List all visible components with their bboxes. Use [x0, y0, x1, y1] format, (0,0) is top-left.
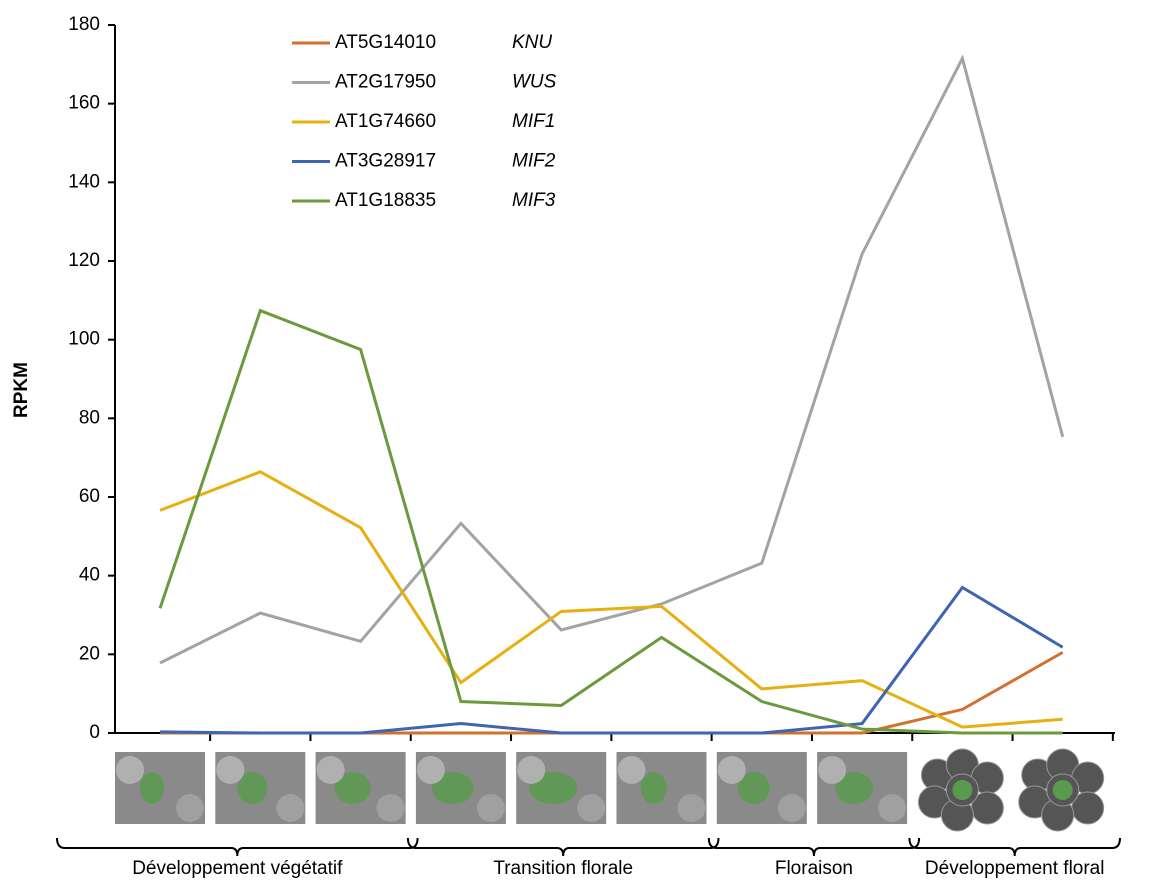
group-label: Transition florale	[493, 858, 633, 879]
y-tick-label: 20	[79, 643, 100, 664]
thumbnail	[516, 752, 607, 824]
thumbnail	[716, 752, 807, 824]
legend-gene: WUS	[512, 72, 557, 93]
y-tick-label: 180	[68, 14, 100, 35]
legend-gene: MIF2	[512, 151, 556, 172]
thumbnail-blob	[952, 780, 973, 800]
group-bracket	[406, 837, 720, 857]
legend-label: AT3G28917	[335, 151, 436, 172]
y-tick-label: 140	[68, 171, 100, 192]
series-line	[159, 54, 1065, 665]
y-tick-label: 160	[68, 93, 100, 114]
thumbnail-cell	[116, 756, 144, 784]
series-line	[159, 585, 1064, 735]
thumbnail-cell	[216, 756, 245, 784]
thumbnail-blob	[640, 772, 667, 804]
thumbnail-cell	[176, 794, 204, 822]
thumbnail-cell	[276, 794, 305, 822]
thumbnail-cell	[376, 794, 405, 822]
thumbnail	[215, 752, 306, 824]
thumbnail-cell	[416, 756, 445, 784]
legend-gene: MIF3	[512, 190, 556, 211]
thumbnail-cell	[717, 756, 746, 784]
thumbnail-cell	[818, 756, 847, 784]
thumbnail-blob	[334, 772, 371, 804]
thumbnail-cell	[316, 756, 345, 784]
y-tick-label: 40	[79, 565, 100, 586]
group-label: Développement floral	[925, 858, 1105, 879]
thumbnail-cell	[617, 756, 646, 784]
thumbnail-blob	[529, 772, 578, 804]
y-tick-label: 0	[89, 722, 100, 743]
thumbnail-blob	[835, 772, 874, 804]
thumbnail	[917, 748, 1004, 832]
thumbnail-cell	[777, 794, 806, 822]
legend-gene: KNU	[512, 32, 552, 53]
legend-label: AT1G74660	[335, 111, 436, 132]
thumbnail	[115, 752, 205, 824]
group-bracket	[707, 837, 921, 857]
thumbnail-blob	[1052, 780, 1073, 800]
group-label: Développement végétatif	[132, 858, 343, 879]
thumbnail-cell	[476, 794, 505, 822]
series-line	[160, 651, 1064, 735]
thumbnail	[315, 752, 406, 824]
thumbnail	[1018, 748, 1105, 832]
group-bracket	[908, 837, 1121, 857]
thumbnail-cell	[517, 756, 546, 784]
group-label: Floraison	[775, 858, 853, 879]
thumbnail-blob	[140, 772, 164, 804]
legend-label: AT5G14010	[335, 32, 436, 53]
y-tick-label: 80	[79, 407, 100, 428]
thumbnail-blob	[737, 772, 770, 804]
thumbnail-blob	[237, 772, 268, 804]
legend-label: AT1G18835	[335, 190, 436, 211]
y-tick-label: 60	[79, 486, 100, 507]
y-axis-label: RPKM	[11, 362, 32, 418]
legend-gene: MIF1	[512, 111, 555, 132]
series-line	[158, 308, 1063, 735]
thumbnail	[817, 752, 908, 824]
series-line	[159, 470, 1063, 729]
thumbnail-cell	[878, 794, 907, 822]
thumbnail	[415, 752, 506, 824]
thumbnail-blob	[431, 772, 474, 804]
thumbnail-cell	[677, 794, 706, 822]
thumbnail	[616, 752, 707, 824]
thumbnail-cell	[577, 794, 606, 822]
y-tick-label: 100	[68, 329, 100, 350]
y-tick-label: 120	[68, 250, 100, 271]
legend-label: AT2G17950	[335, 72, 436, 93]
group-bracket	[56, 837, 419, 857]
